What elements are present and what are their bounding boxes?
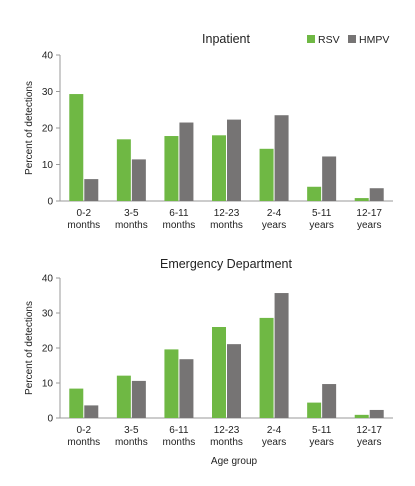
y-tick-label-10: 10 [42,160,54,171]
x-tick-label-12-17-years: 12-17 years [356,425,382,448]
bar-rsv-2-4-years [259,148,274,201]
y-tick-label-30: 30 [42,309,54,320]
bar-hmpv-5-11-years [322,156,337,201]
bar-hmpv-0-2-months [84,179,99,201]
chart-title-emergency-department: Emergency Department [160,257,293,271]
bar-hmpv-6-11-months [179,122,194,201]
bar-rsv-0-2-months [69,94,84,201]
x-tick-label-3-5-months: 3-5 months [115,208,148,231]
x-tick-label-5-11-years: 5-11 years [309,208,333,231]
legend-label-hmpv: HMPV [359,34,389,46]
inpatient-chart: Inpatient Percent of detections 0 10 20 30 4… [24,32,393,231]
bar-rsv-5-11-years [307,186,322,201]
x-tick-label-6-11-months: 6-11 months [163,425,196,448]
bar-rsv-6-11-months [164,136,179,201]
y-tick-label-0: 0 [47,197,53,208]
y-axis-title-inpatient: Percent of detections [24,81,35,175]
bar-rsv-3-5-months [116,139,131,201]
y-tick-label-0: 0 [47,414,53,425]
y-tick-label-40: 40 [42,274,54,285]
bar-hmpv-3-5-months [131,380,146,418]
x-tick-label-5-11-years: 5-11 years [309,425,333,448]
bar-rsv-3-5-months [116,375,131,418]
bar-hmpv-12-23-months [227,344,241,418]
y-tick-label-20: 20 [42,124,54,135]
legend-swatch-hmpv [348,35,356,43]
bar-rsv-12-23-months [212,327,226,418]
bar-rsv-2-4-years [259,317,274,418]
legend-swatch-rsv [307,35,315,43]
bar-rsv-12-23-months [212,135,226,201]
x-tick-label-12-23-months: 12-23 months [210,208,243,231]
bar-hmpv-6-11-months [179,359,194,418]
emergency-department-chart: Emergency Department Percent of detectio… [24,257,393,467]
y-tick-label-30: 30 [42,87,54,98]
bar-rsv-12-17-years [354,414,369,418]
bar-hmpv-12-17-years [369,188,384,201]
bar-hmpv-5-11-years [322,384,337,418]
x-tick-label-2-4-years: 2-4 years [262,425,286,448]
chart-title-inpatient: Inpatient [202,32,250,46]
bar-rsv-5-11-years [307,402,322,418]
bar-hmpv-12-23-months [227,119,241,201]
x-tick-label-6-11-months: 6-11 months [163,208,196,231]
x-tick-label-0-2-months: 0-2 months [67,208,100,231]
x-axis-title: Age group [211,456,258,467]
x-tick-label-2-4-years: 2-4 years [262,208,286,231]
y-axis-title-emergency-department: Percent of detections [24,301,35,395]
y-tick-label-40: 40 [42,51,54,62]
bar-hmpv-2-4-years [274,115,289,201]
x-tick-label-12-17-years: 12-17 years [356,208,382,231]
bar-rsv-6-11-months [164,349,179,418]
bar-hmpv-3-5-months [131,159,146,201]
bar-hmpv-2-4-years [274,293,289,418]
bar-rsv-12-17-years [354,198,369,201]
x-tick-label-3-5-months: 3-5 months [115,425,148,448]
y-tick-label-20: 20 [42,344,54,355]
legend-label-rsv: RSV [318,34,340,46]
x-tick-label-0-2-months: 0-2 months [67,425,100,448]
bar-rsv-0-2-months [69,388,84,418]
y-tick-label-10: 10 [42,379,54,390]
x-tick-label-12-23-months: 12-23 months [210,425,243,448]
bar-hmpv-12-17-years [369,409,384,418]
bar-hmpv-0-2-months [84,405,99,418]
legend: RSV HMPV [307,34,389,46]
